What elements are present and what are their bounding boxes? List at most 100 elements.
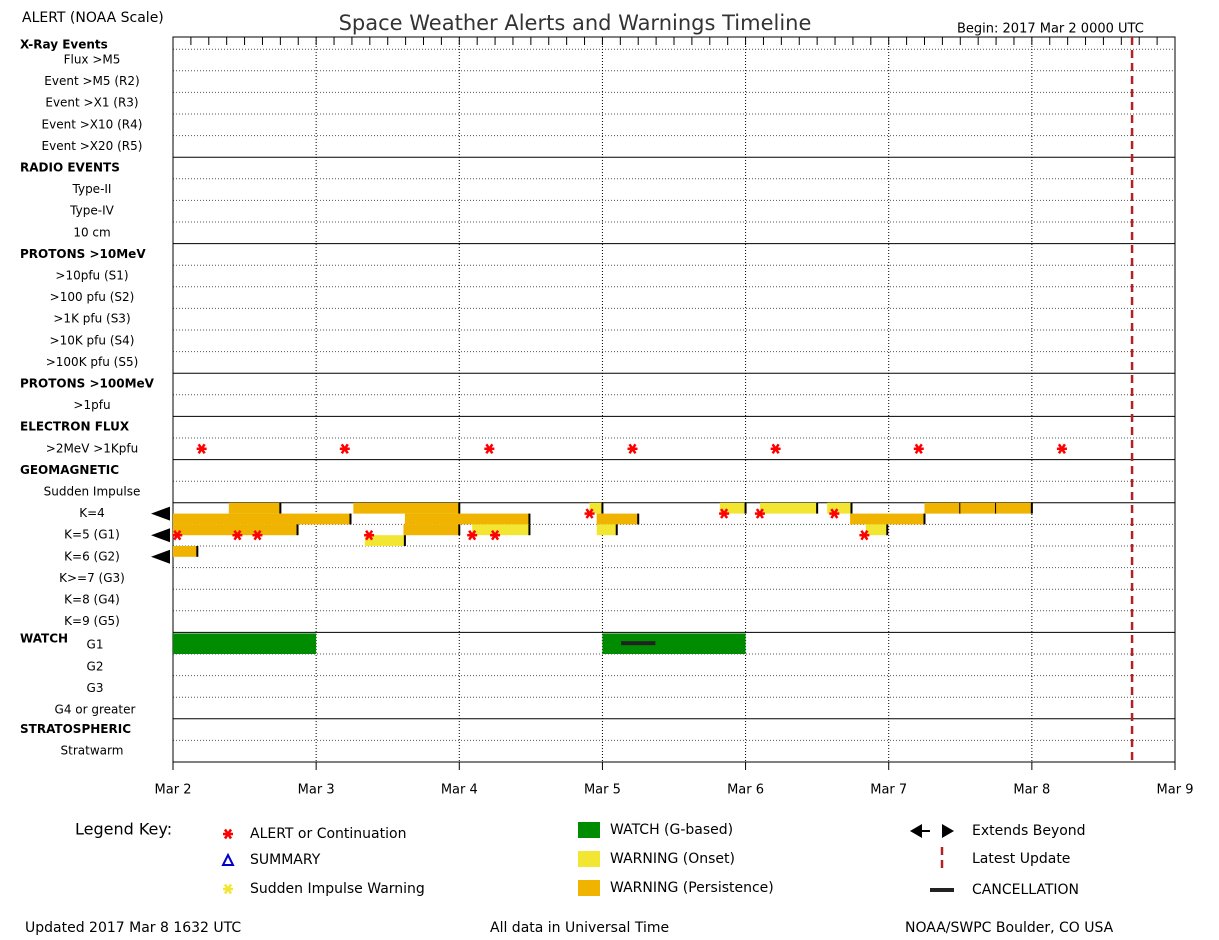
star-stroke	[233, 530, 242, 541]
watch-bar	[602, 633, 746, 654]
alert	[627, 443, 638, 454]
legend-box	[578, 880, 600, 896]
legend-arrow-right	[942, 824, 954, 838]
legend-label: Sudden Impulse Warning	[250, 881, 425, 897]
legend-label: WARNING (Onset)	[610, 851, 735, 867]
plot-frame	[172, 36, 1176, 763]
legend-box	[578, 822, 600, 838]
warning-bar	[865, 524, 888, 536]
legend-label: Extends Beyond	[972, 823, 1086, 839]
star-stroke	[197, 443, 206, 454]
row-label: Event >X20 (R5)	[42, 139, 143, 153]
row-label: Sudden Impulse	[44, 485, 141, 499]
row-label: >10pfu (S1)	[55, 269, 128, 283]
warning-bar	[173, 546, 198, 557]
legend-box	[578, 851, 600, 867]
row-label: G2	[87, 659, 104, 673]
begin-time: Begin: 2017 Mar 2 0000 UTC	[957, 22, 1144, 37]
row-label: G3	[87, 681, 104, 695]
alert	[339, 443, 350, 454]
source: NOAA/SWPC Boulder, CO USA	[905, 920, 1114, 936]
row-label: K=5 (G1)	[64, 528, 120, 542]
alert	[232, 530, 243, 541]
warning-bar	[960, 502, 997, 514]
row-label: K>=7 (G3)	[59, 571, 125, 585]
row-label: >100K pfu (S5)	[46, 355, 139, 369]
legend-label: CANCELLATION	[972, 882, 1079, 898]
warning-bar	[596, 524, 617, 536]
legend-label: SUMMARY	[250, 852, 321, 868]
alert	[584, 508, 595, 519]
alert	[913, 443, 924, 454]
updated: Updated 2017 Mar 8 1632 UTC	[25, 920, 241, 936]
star-stroke	[860, 530, 869, 541]
row-label: K=8 (G4)	[64, 593, 120, 607]
x-tick-label: Mar 2	[155, 783, 192, 798]
alert	[172, 530, 183, 541]
chart-title: Space Weather Alerts and Warnings Timeli…	[339, 11, 812, 35]
x-tick-label: Mar 5	[584, 783, 621, 798]
star-stroke	[720, 508, 729, 519]
star-stroke	[1057, 443, 1066, 454]
row-label: G1	[87, 638, 104, 652]
warning-bar	[472, 524, 530, 536]
section-title: RADIO EVENTS	[20, 161, 120, 175]
x-tick-label: Mar 3	[298, 783, 335, 798]
star-stroke	[223, 883, 233, 895]
legend-asterisk	[223, 883, 233, 895]
alert	[484, 443, 495, 454]
legend-label: WATCH (G-based)	[610, 822, 733, 838]
x-tick-label: Mar 9	[1157, 783, 1194, 798]
warning-bar	[364, 535, 405, 546]
row-label: >1pfu	[73, 398, 110, 412]
alert	[490, 530, 501, 541]
section-title: X-Ray Events	[20, 38, 108, 52]
star-stroke	[468, 530, 477, 541]
warning-bar	[404, 513, 530, 525]
legend-title: Legend Key:	[75, 820, 172, 839]
star-stroke	[253, 530, 262, 541]
row-label: Event >X1 (R3)	[45, 96, 138, 110]
row-label: K=9 (G5)	[64, 614, 120, 628]
alert	[770, 443, 781, 454]
section-title: PROTONS >100MeV	[20, 377, 155, 391]
star-stroke	[771, 443, 780, 454]
row-label: 10 cm	[73, 225, 110, 239]
warning-bar	[173, 513, 351, 525]
star-stroke	[585, 508, 594, 519]
warning-bar	[827, 502, 852, 514]
warning-bar	[719, 502, 746, 514]
star-stroke	[173, 530, 182, 541]
warning-bar	[403, 524, 460, 536]
legend-label: WARNING (Persistence)	[610, 880, 774, 896]
row-label: Type-IV	[69, 204, 114, 218]
legend-asterisk	[223, 828, 233, 840]
cancellation	[621, 641, 656, 646]
x-tick-label: Mar 7	[870, 783, 907, 798]
star-stroke	[223, 828, 233, 840]
row-label: >10K pfu (S4)	[50, 333, 135, 347]
section-title: PROTONS >10MeV	[20, 247, 146, 261]
section-title: GEOMAGNETIC	[20, 463, 119, 477]
row-label: K=6 (G2)	[64, 549, 120, 563]
extends-arrow	[151, 528, 170, 543]
legend-arrow-left	[910, 824, 922, 838]
star-stroke	[628, 443, 637, 454]
star-stroke	[491, 530, 500, 541]
watch-bar	[173, 633, 317, 654]
row-label: K=4	[79, 506, 105, 520]
row-label: Event >X10 (R4)	[42, 117, 143, 131]
alert	[196, 443, 207, 454]
warning-bar	[589, 502, 603, 514]
x-tick-label: Mar 6	[727, 783, 764, 798]
alert	[467, 530, 478, 541]
warning-bar	[924, 502, 961, 514]
warning-bar	[596, 513, 639, 525]
row-label: Event >M5 (R2)	[44, 74, 139, 88]
warning-bar	[228, 502, 281, 514]
star-stroke	[365, 530, 374, 541]
warning-bar	[173, 524, 298, 536]
row-label: >100 pfu (S2)	[50, 290, 135, 304]
warning-bar	[996, 502, 1032, 514]
alert	[754, 508, 765, 519]
